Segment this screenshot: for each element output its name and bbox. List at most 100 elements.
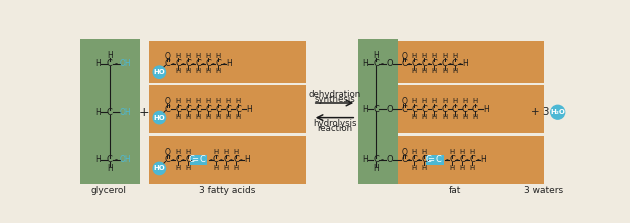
Text: C: C [442,59,447,68]
Text: -: - [222,105,224,114]
Text: -: - [171,59,174,68]
Text: H: H [205,68,211,74]
Text: C: C [185,105,191,114]
Text: H: H [175,98,181,104]
Text: -: - [466,155,469,165]
Text: C: C [374,155,379,165]
Text: C: C [195,105,201,114]
Text: C: C [233,155,239,165]
Text: H: H [224,149,229,155]
Text: C: C [452,59,457,68]
Text: H: H [234,149,239,155]
Text: C: C [175,105,181,114]
Text: O: O [386,59,393,68]
Text: C: C [175,59,181,68]
Text: C: C [205,59,211,68]
Text: H: H [481,155,486,165]
Text: C: C [107,155,113,165]
Text: -: - [408,105,411,114]
Text: C: C [449,155,455,165]
Text: H: H [175,68,181,74]
Text: -: - [381,59,384,68]
Text: H: H [215,68,221,74]
Text: fat: fat [449,186,462,195]
Text: reaction: reaction [317,124,352,133]
Text: H: H [442,53,447,59]
Text: -: - [171,155,174,165]
Text: H: H [411,149,417,155]
Text: -: - [438,105,441,114]
Text: C: C [401,59,407,68]
Text: -: - [181,59,184,68]
Text: H: H [432,53,437,59]
Text: H: H [185,53,191,59]
Text: -: - [418,155,421,165]
Text: C: C [462,105,467,114]
Text: H: H [452,68,457,74]
Text: C: C [215,59,221,68]
Text: H: H [421,165,427,171]
Text: H: H [421,53,427,59]
Text: -: - [428,105,431,114]
Text: H: H [362,105,367,114]
Text: H: H [450,149,455,155]
Text: O: O [386,105,393,114]
Text: -: - [468,105,471,114]
Text: H: H [452,98,457,104]
Text: HO: HO [154,165,165,171]
Text: C: C [107,59,113,68]
Text: H: H [452,53,457,59]
Circle shape [153,66,166,78]
Text: C: C [421,59,427,68]
Text: -: - [192,59,194,68]
Bar [190,155,207,165]
Text: + 3: + 3 [531,107,550,117]
Text: H: H [246,105,252,114]
Text: H: H [244,155,250,165]
Text: HO: HO [154,69,165,75]
Text: H: H [374,164,379,173]
Text: H: H [432,68,437,74]
Text: H: H [95,108,101,117]
Text: H: H [214,149,219,155]
Text: C: C [374,105,379,114]
Text: C: C [442,105,447,114]
Text: H: H [462,114,467,120]
Text: H: H [175,53,181,59]
Bar [398,41,544,83]
Text: +: + [139,106,149,119]
Bar [426,155,444,165]
Text: -: - [181,105,184,114]
Text: -: - [212,59,214,68]
Text: H: H [411,114,417,120]
Text: =: = [427,155,434,165]
Text: H: H [411,165,417,171]
Text: H: H [107,51,113,60]
Text: -: - [232,105,234,114]
Text: H: H [234,165,239,171]
Text: OH: OH [120,155,131,165]
Text: O: O [386,155,393,165]
Text: O: O [165,52,171,60]
Text: OH: OH [120,108,131,117]
Text: -: - [408,59,411,68]
Text: H: H [411,68,417,74]
Text: H: H [442,98,447,104]
Text: -: - [209,155,212,165]
Text: O: O [165,97,171,106]
Text: C: C [411,155,417,165]
Text: OH: OH [120,59,131,68]
Bar [358,39,398,184]
Text: H: H [472,98,478,104]
Text: H: H [432,114,437,120]
Text: H: H [374,51,379,60]
Text: H: H [421,68,427,74]
Text: -: - [192,105,194,114]
Text: H: H [421,114,427,120]
Text: -: - [408,155,411,165]
Bar [149,136,306,184]
Text: H: H [195,68,201,74]
Text: H: H [421,149,427,155]
Text: H₂O: H₂O [550,109,565,115]
Text: synthesis: synthesis [314,95,355,104]
